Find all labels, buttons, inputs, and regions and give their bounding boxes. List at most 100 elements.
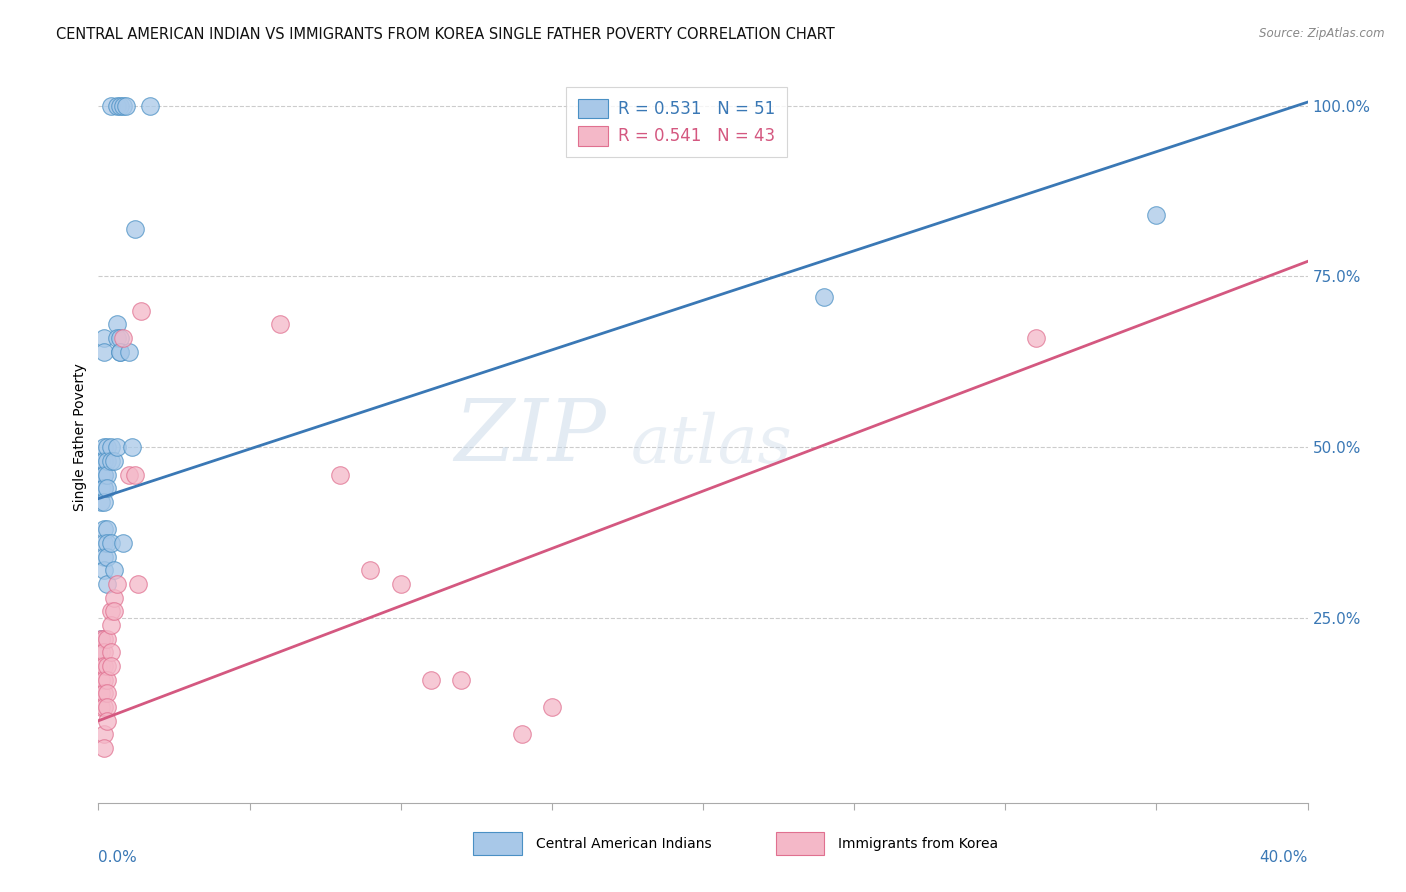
Point xyxy=(93,700,115,714)
Point xyxy=(96,659,118,673)
Point xyxy=(1144,208,1167,222)
Point xyxy=(360,563,382,577)
Point xyxy=(540,700,562,714)
Point xyxy=(93,481,115,495)
Point xyxy=(105,440,128,454)
Point xyxy=(105,577,128,591)
Point xyxy=(90,481,112,495)
Point xyxy=(96,481,118,495)
Point xyxy=(108,331,131,345)
Point xyxy=(100,454,122,468)
Point xyxy=(127,577,149,591)
Point xyxy=(105,331,128,345)
Point xyxy=(90,454,112,468)
Point xyxy=(93,495,115,509)
Point xyxy=(100,645,122,659)
Point xyxy=(96,440,118,454)
Text: CENTRAL AMERICAN INDIAN VS IMMIGRANTS FROM KOREA SINGLE FATHER POVERTY CORRELATI: CENTRAL AMERICAN INDIAN VS IMMIGRANTS FR… xyxy=(56,27,835,42)
Point xyxy=(103,563,125,577)
Point xyxy=(108,344,131,359)
Point xyxy=(96,536,118,550)
Point xyxy=(269,318,291,332)
Point xyxy=(96,700,118,714)
Point xyxy=(103,454,125,468)
Point xyxy=(87,659,110,673)
Point xyxy=(93,522,115,536)
Point xyxy=(90,467,112,482)
Point xyxy=(90,700,112,714)
Point xyxy=(124,221,146,235)
Legend: R = 0.531   N = 51, R = 0.541   N = 43: R = 0.531 N = 51, R = 0.541 N = 43 xyxy=(567,87,787,157)
Point xyxy=(87,645,110,659)
Point xyxy=(100,536,122,550)
Point xyxy=(510,727,533,741)
Point xyxy=(100,604,122,618)
Point xyxy=(90,632,112,646)
Point xyxy=(87,645,110,659)
Point xyxy=(100,98,122,112)
Point xyxy=(93,549,115,564)
Point xyxy=(93,331,115,345)
Point xyxy=(103,604,125,618)
Point xyxy=(93,645,115,659)
Point xyxy=(420,673,443,687)
Point xyxy=(1024,331,1046,345)
Point xyxy=(111,331,134,345)
Point xyxy=(93,673,115,687)
Point xyxy=(114,98,136,112)
Point xyxy=(93,344,115,359)
Text: Central American Indians: Central American Indians xyxy=(536,837,711,851)
Point xyxy=(100,618,122,632)
Point xyxy=(96,467,118,482)
Point xyxy=(100,659,122,673)
Point xyxy=(93,481,115,495)
Point xyxy=(90,673,112,687)
Point xyxy=(105,318,128,332)
Point xyxy=(93,563,115,577)
FancyBboxPatch shape xyxy=(474,832,522,855)
Point xyxy=(108,344,131,359)
Text: 40.0%: 40.0% xyxy=(1260,850,1308,865)
Point xyxy=(90,495,112,509)
Point xyxy=(96,522,118,536)
Point xyxy=(813,290,835,304)
FancyBboxPatch shape xyxy=(776,832,824,855)
Point xyxy=(103,591,125,605)
Point xyxy=(111,536,134,550)
Point xyxy=(90,645,112,659)
Point xyxy=(96,454,118,468)
Point xyxy=(93,536,115,550)
Point xyxy=(450,673,472,687)
Point xyxy=(90,632,112,646)
Point xyxy=(93,440,115,454)
Point xyxy=(93,686,115,700)
Text: ZIP: ZIP xyxy=(454,396,606,478)
Text: 0.0%: 0.0% xyxy=(98,850,138,865)
Point xyxy=(96,686,118,700)
Point xyxy=(93,467,115,482)
Point xyxy=(121,440,143,454)
Point xyxy=(90,659,112,673)
Point xyxy=(108,98,131,112)
Point xyxy=(111,98,134,112)
Point xyxy=(389,577,412,591)
Y-axis label: Single Father Poverty: Single Father Poverty xyxy=(73,363,87,511)
Point xyxy=(90,481,112,495)
Point xyxy=(329,467,352,482)
Point xyxy=(105,98,128,112)
Point xyxy=(93,659,115,673)
Point xyxy=(96,577,118,591)
Point xyxy=(93,632,115,646)
Text: atlas: atlas xyxy=(630,412,792,477)
Text: Immigrants from Korea: Immigrants from Korea xyxy=(838,837,998,851)
Point xyxy=(93,467,115,482)
Point xyxy=(118,467,141,482)
Point xyxy=(118,344,141,359)
Text: Source: ZipAtlas.com: Source: ZipAtlas.com xyxy=(1260,27,1385,40)
Point xyxy=(100,440,122,454)
Point xyxy=(90,686,112,700)
Point xyxy=(96,673,118,687)
Point xyxy=(96,714,118,728)
Point xyxy=(124,467,146,482)
Point xyxy=(93,741,115,756)
